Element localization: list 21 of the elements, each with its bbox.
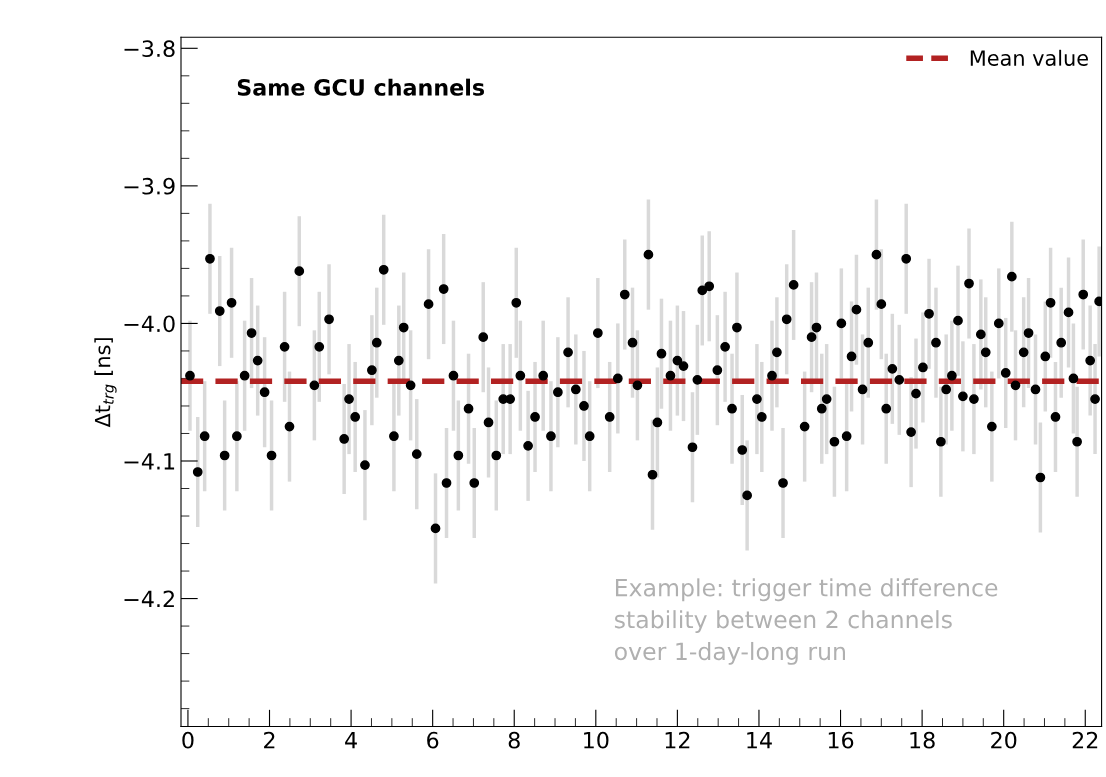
- y-tick-label: −4.0: [124, 315, 175, 333]
- x-tick-label: 0: [182, 731, 194, 749]
- x-tick-label: 6: [427, 731, 439, 749]
- x-tick-label: 8: [508, 731, 520, 749]
- y-tick-label: −3.9: [124, 177, 175, 195]
- x-tick-label: 14: [747, 732, 772, 749]
- x-tick-label: 16: [828, 731, 854, 749]
- legend-label: Mean value: [970, 49, 1088, 66]
- y-tick-label: −3.8: [124, 40, 175, 58]
- x-tick-label: 10: [584, 731, 609, 749]
- x-tick-label: 18: [910, 731, 935, 749]
- y-axis-title: Δt$_{trg}$ [ns]: [94, 338, 117, 428]
- annotation: Same GCU channels: [237, 78, 485, 96]
- x-tick-label: 20: [991, 731, 1017, 749]
- x-tick-label: 4: [345, 732, 357, 749]
- y-tick-label: −4.2: [124, 590, 174, 607]
- x-tick-label: 12: [665, 731, 690, 749]
- x-tick-label: 2: [264, 731, 275, 749]
- y-tick-label: −4.1: [124, 453, 175, 470]
- annotation: Example: trigger time difference stability between 2 channels over 1-day-long run: [614, 578, 998, 665]
- x-tick-label: 22: [1072, 731, 1098, 749]
